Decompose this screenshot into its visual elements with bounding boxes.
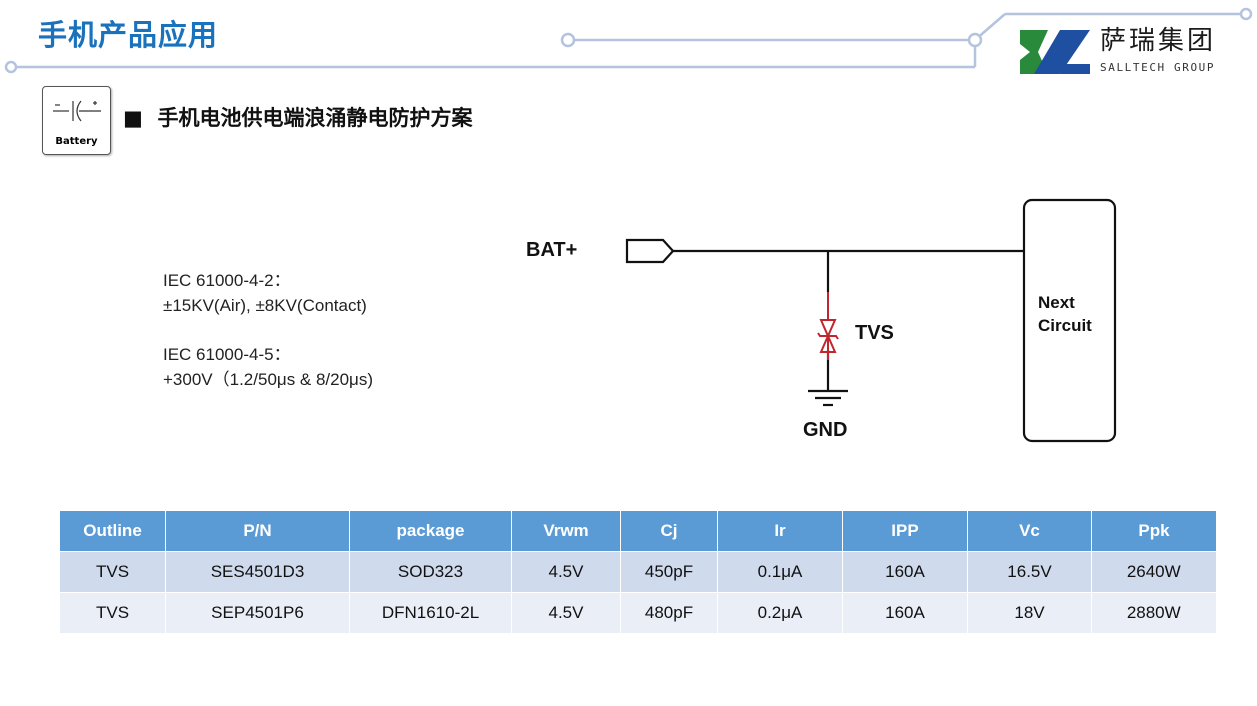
table-cell: TVS	[60, 551, 166, 593]
product-table: Outline P/N package Vrwm Cj Ir IPP Vc Pp…	[60, 511, 1217, 633]
spec-value: ±15KV(Air), ±8KV(Contact)	[163, 296, 367, 315]
table-cell: 4.5V	[511, 592, 621, 633]
col-header: package	[349, 511, 512, 552]
tvs-diode-icon	[817, 292, 839, 360]
table-row: TVS SEP4501P6 DFN1610-2L 4.5V 480pF 0.2μA 160A…	[60, 592, 1217, 633]
logo-name-cn: 萨瑞集团	[1100, 26, 1217, 56]
table-cell: SOD323	[349, 551, 512, 593]
spec-value: +300V（1.2/50μs & 8/20μs)	[163, 370, 374, 389]
table-cell: 2880W	[1091, 592, 1217, 633]
tvs-label: TVS	[855, 322, 894, 344]
table-cell: 450pF	[620, 551, 718, 593]
col-header: Vc	[967, 511, 1092, 552]
col-header: Ir	[717, 511, 843, 552]
section-title-text: 手机电池供电端浪涌静电防护方案	[157, 106, 473, 130]
table-cell: SEP4501P6	[165, 592, 350, 633]
table-cell: 0.2μA	[717, 592, 843, 633]
section-title: ■ 手机电池供电端浪涌静电防护方案	[123, 104, 472, 132]
table-row: TVS SES4501D3 SOD323 4.5V 450pF 0.1μA 160A 16.5…	[60, 551, 1217, 593]
circuit-diagram	[625, 198, 1117, 443]
table-header-row: Outline P/N package Vrwm Cj Ir IPP Vc Pp…	[60, 511, 1216, 552]
battery-label: Battery	[55, 136, 98, 147]
col-header: P/N	[165, 511, 350, 552]
load-line2: Circuit	[1038, 316, 1092, 335]
battery-icon-box: Battery	[42, 86, 111, 155]
spec-esd: IEC 61000-4-2： ±15KV(Air), ±8KV(Contact)	[163, 268, 367, 318]
table-cell: 18V	[967, 592, 1092, 633]
spec-surge: IEC 61000-4-5： +300V（1.2/50μs & 8/20μs)	[163, 342, 373, 392]
table-cell: 16.5V	[967, 551, 1092, 593]
bullet: ■	[123, 106, 143, 130]
col-header: Outline	[60, 511, 166, 552]
spec-standard: IEC 61000-4-5：	[163, 345, 291, 364]
salltech-logo-icon	[1020, 30, 1090, 74]
table-cell: SES4501D3	[165, 551, 350, 593]
load-line1: Next	[1038, 293, 1075, 312]
table-cell: 160A	[842, 592, 968, 633]
col-header: Vrwm	[511, 511, 621, 552]
table-cell: 2640W	[1091, 551, 1217, 593]
gnd-label: GND	[803, 419, 848, 441]
page-title: 手机产品应用	[38, 18, 219, 52]
logo-name-en: SALLTECH GROUP	[1100, 61, 1216, 74]
col-header: Ppk	[1091, 511, 1216, 552]
decorative-lines	[4, 7, 1253, 74]
table-cell: 0.1μA	[717, 551, 843, 593]
col-header: IPP	[842, 511, 968, 552]
table-cell: TVS	[60, 592, 166, 633]
bat-plus-label: BAT+	[526, 239, 578, 261]
next-circuit-box	[1022, 198, 1117, 443]
battery-symbol-icon	[53, 100, 101, 122]
col-header: Cj	[620, 511, 718, 552]
spec-standard: IEC 61000-4-2：	[163, 271, 291, 290]
table-cell: 4.5V	[511, 551, 621, 593]
table-cell: DFN1610-2L	[349, 592, 512, 633]
input-port	[625, 238, 675, 264]
table-cell: 160A	[842, 551, 968, 593]
next-circuit-label: Next Circuit	[1038, 291, 1092, 337]
table-cell: 480pF	[620, 592, 718, 633]
